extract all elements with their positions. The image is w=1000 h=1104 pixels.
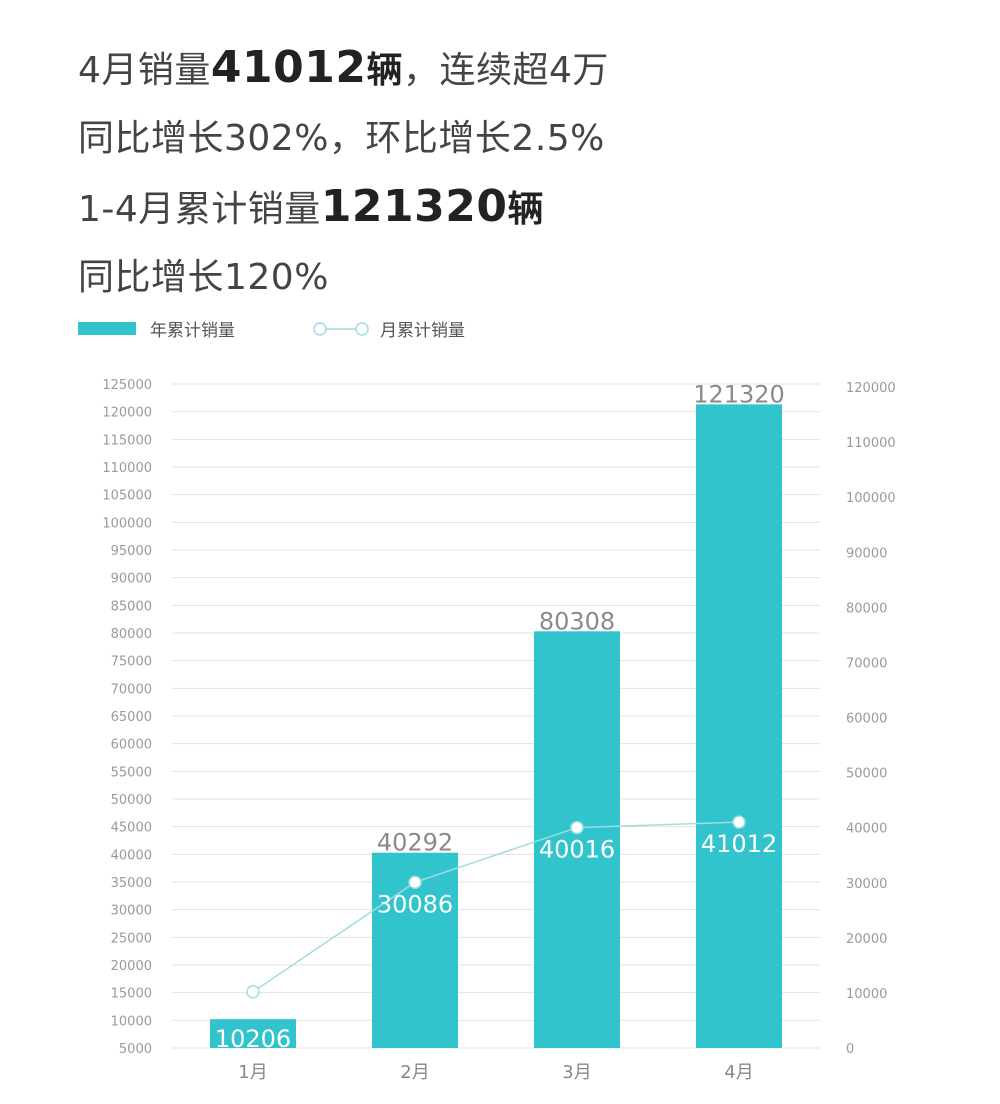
line-value-label: 30086	[377, 890, 453, 918]
unit-text: 辆	[507, 189, 545, 230]
bar	[534, 631, 620, 1048]
legend-bar-swatch	[78, 322, 136, 335]
left-axis-tick-label: 55000	[111, 765, 152, 780]
headline-text: 1-4月累计销量	[78, 189, 321, 230]
left-axis-tick-label: 125000	[102, 378, 152, 393]
left-axis-tick-label: 50000	[111, 793, 152, 808]
headline: 4月销量41012辆，连续超4万 同比增长302%，环比增长2.5% 1-4月累…	[78, 34, 609, 312]
left-axis-tick-label: 5000	[119, 1042, 152, 1057]
left-axis-tick-label: 35000	[111, 876, 152, 891]
bar-value-label: 80308	[539, 607, 615, 635]
left-axis-tick-label: 80000	[111, 627, 152, 642]
headline-line-cumulative-growth: 同比增长120%	[78, 257, 329, 298]
right-axis-tick-label: 20000	[846, 932, 887, 947]
right-axis-tick-label: 70000	[846, 656, 887, 671]
line-point	[408, 875, 422, 890]
right-axis-tick-label: 30000	[846, 877, 887, 892]
right-axis-tick-label: 120000	[846, 381, 896, 396]
april-sales-number: 41012	[210, 42, 367, 93]
bar	[696, 404, 782, 1048]
combo-chart: 1250001200001150001100001050001000009500…	[102, 378, 896, 1083]
right-axis-tick-label: 60000	[846, 712, 887, 727]
left-axis-tick-label: 85000	[111, 599, 152, 614]
legend-label: 年累计销量	[150, 321, 235, 341]
line-point	[732, 815, 746, 829]
headline-line-growth: 同比增长302%，环比增长2.5%	[78, 118, 605, 159]
left-axis-tick-label: 115000	[102, 433, 152, 448]
line-point	[246, 985, 260, 999]
right-axis-tick-label: 10000	[846, 987, 887, 1002]
left-axis-tick-label: 110000	[102, 461, 152, 476]
left-axis-tick-label: 75000	[111, 655, 152, 670]
legend-item-bar: 年累计销量	[78, 316, 235, 341]
headline-text: 4月销量	[78, 50, 211, 91]
left-axis-tick-label: 30000	[111, 904, 152, 919]
x-axis-tick-label: 4月	[724, 1062, 753, 1083]
bar-value-label: 121320	[693, 380, 785, 408]
cumulative-sales-number: 121320	[320, 181, 508, 232]
right-axis-tick-label: 90000	[846, 546, 887, 561]
bar	[210, 1019, 296, 1048]
legend-line-marker-icon	[313, 321, 369, 336]
x-axis-tick-label: 3月	[562, 1062, 591, 1083]
legend-label: 月累计销量	[380, 321, 465, 341]
left-axis-tick-label: 120000	[102, 406, 152, 421]
left-axis-tick-label: 15000	[111, 987, 152, 1002]
left-axis-tick-label: 25000	[111, 931, 152, 946]
right-axis-tick-label: 0	[846, 1042, 854, 1057]
right-axis-tick-label: 50000	[846, 767, 887, 782]
left-axis-tick-label: 90000	[111, 572, 152, 587]
left-axis-tick-label: 10000	[111, 1014, 152, 1029]
bar-value-label: 40292	[377, 829, 453, 857]
left-axis-tick-label: 105000	[102, 489, 152, 504]
right-axis-tick-label: 100000	[846, 491, 896, 506]
left-axis-tick-label: 65000	[111, 710, 152, 725]
left-axis-tick-label: 60000	[111, 738, 152, 753]
line-point	[570, 820, 584, 835]
headline-text: ，连续超4万	[403, 50, 609, 91]
unit-text: 辆	[366, 50, 403, 91]
x-axis-tick-label: 1月	[238, 1062, 267, 1083]
left-axis-tick-label: 45000	[111, 821, 152, 836]
line-series	[252, 821, 740, 993]
headline-line-cumulative: 1-4月累计销量121320辆	[78, 173, 609, 244]
headline-line-april-sales: 4月销量41012辆，连续超4万	[78, 34, 609, 105]
bar-value-label: 10206	[215, 1025, 291, 1053]
right-axis-tick-label: 80000	[846, 601, 887, 616]
left-axis-tick-label: 70000	[111, 682, 152, 697]
left-axis-tick-label: 40000	[111, 848, 152, 863]
left-axis-tick-label: 20000	[111, 959, 152, 974]
line-value-label: 41012	[701, 830, 777, 858]
left-axis-tick-label: 95000	[111, 544, 152, 559]
legend-item-line: 月累计销量	[312, 316, 465, 341]
right-axis-tick-label: 110000	[846, 436, 896, 451]
left-axis-tick-label: 100000	[102, 516, 152, 531]
x-axis-tick-label: 2月	[400, 1062, 429, 1083]
line-value-label: 40016	[539, 836, 615, 864]
right-axis-tick-label: 40000	[846, 822, 887, 837]
